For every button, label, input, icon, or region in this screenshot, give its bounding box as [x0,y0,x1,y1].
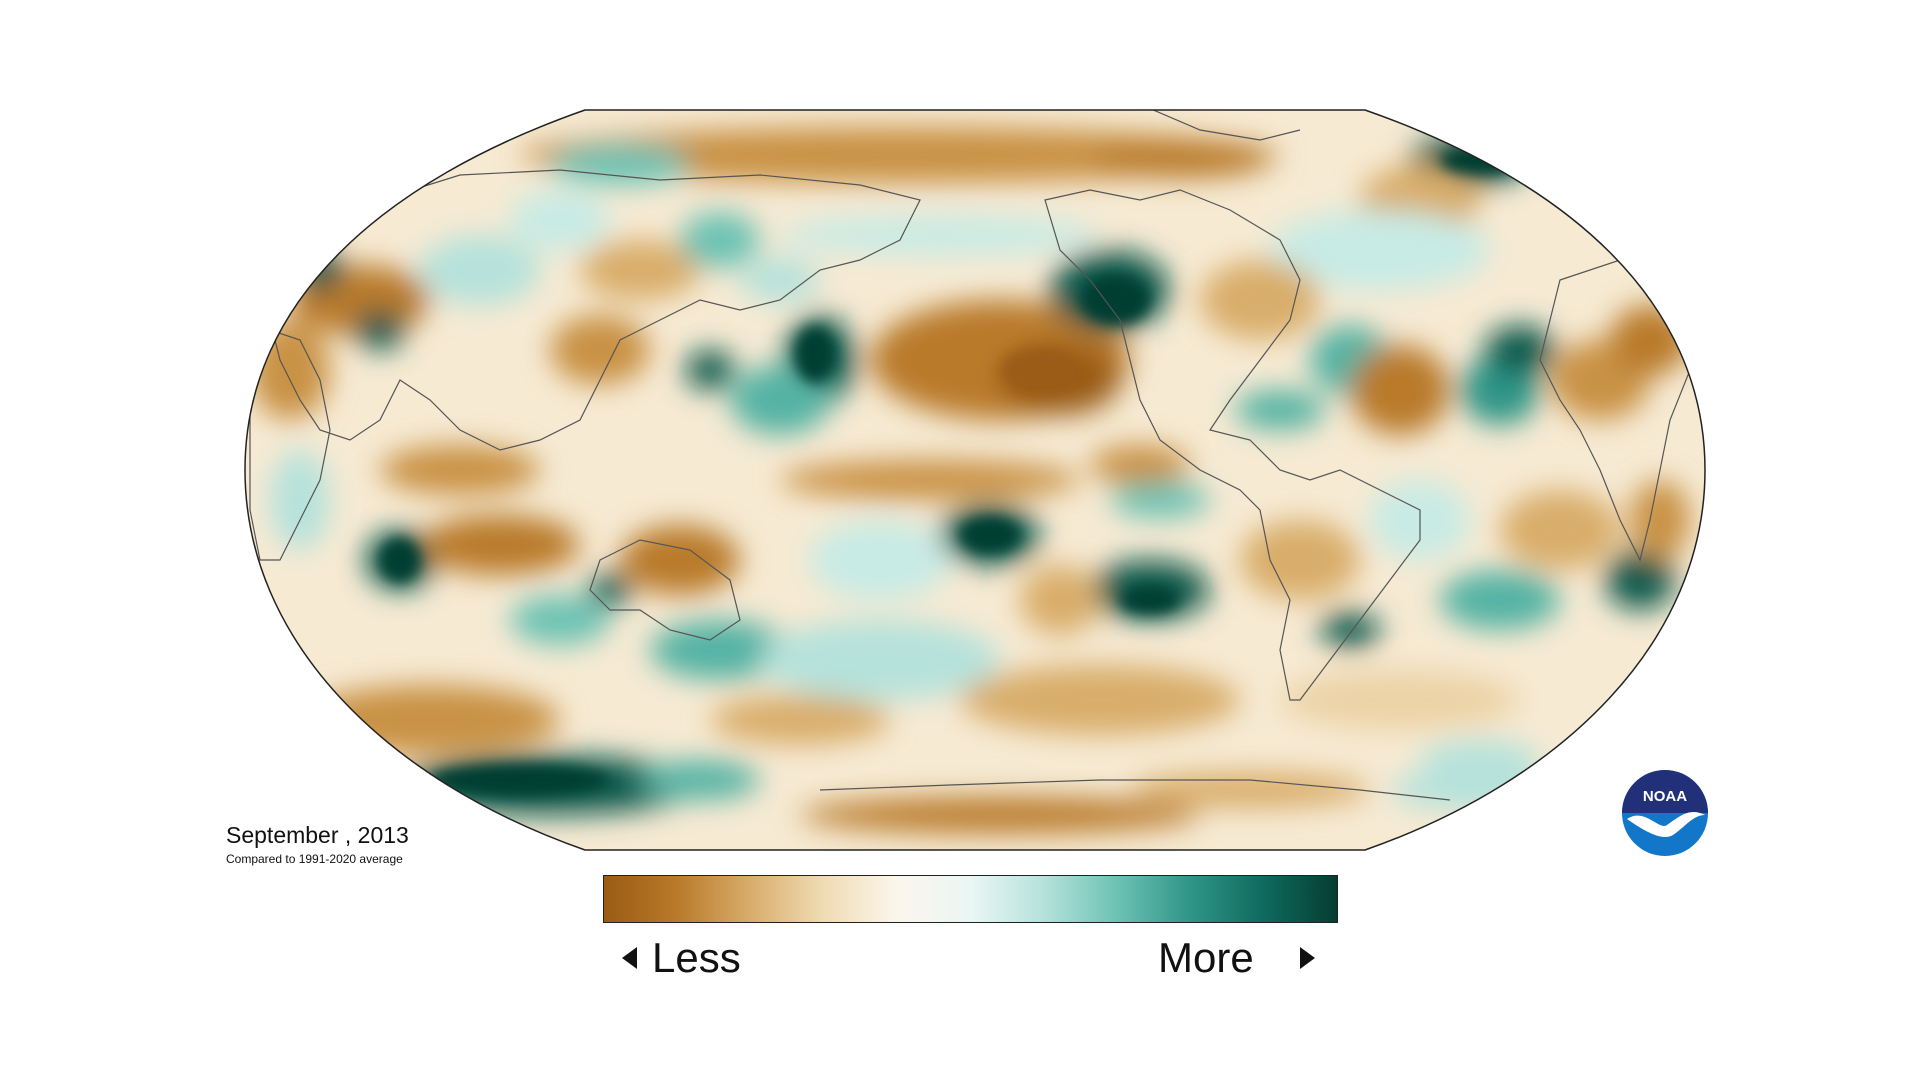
map-field [245,110,1705,850]
legend-less-label: Less [652,934,741,981]
arrow-right-icon [1300,947,1315,969]
coastlines [249,110,1701,801]
arrow-left-icon [622,947,637,969]
map-period-label: September , 2013 [226,822,409,848]
legend-more-label: More [1158,934,1254,981]
color-legend-bar [603,875,1338,923]
noaa-logo-text: NOAA [1643,788,1687,805]
map-comparison-note: Compared to 1991-2020 average [226,852,403,866]
anomaly-patches [250,127,1690,833]
map-frame [244,109,1706,851]
noaa-logo: NOAA [1622,770,1708,856]
